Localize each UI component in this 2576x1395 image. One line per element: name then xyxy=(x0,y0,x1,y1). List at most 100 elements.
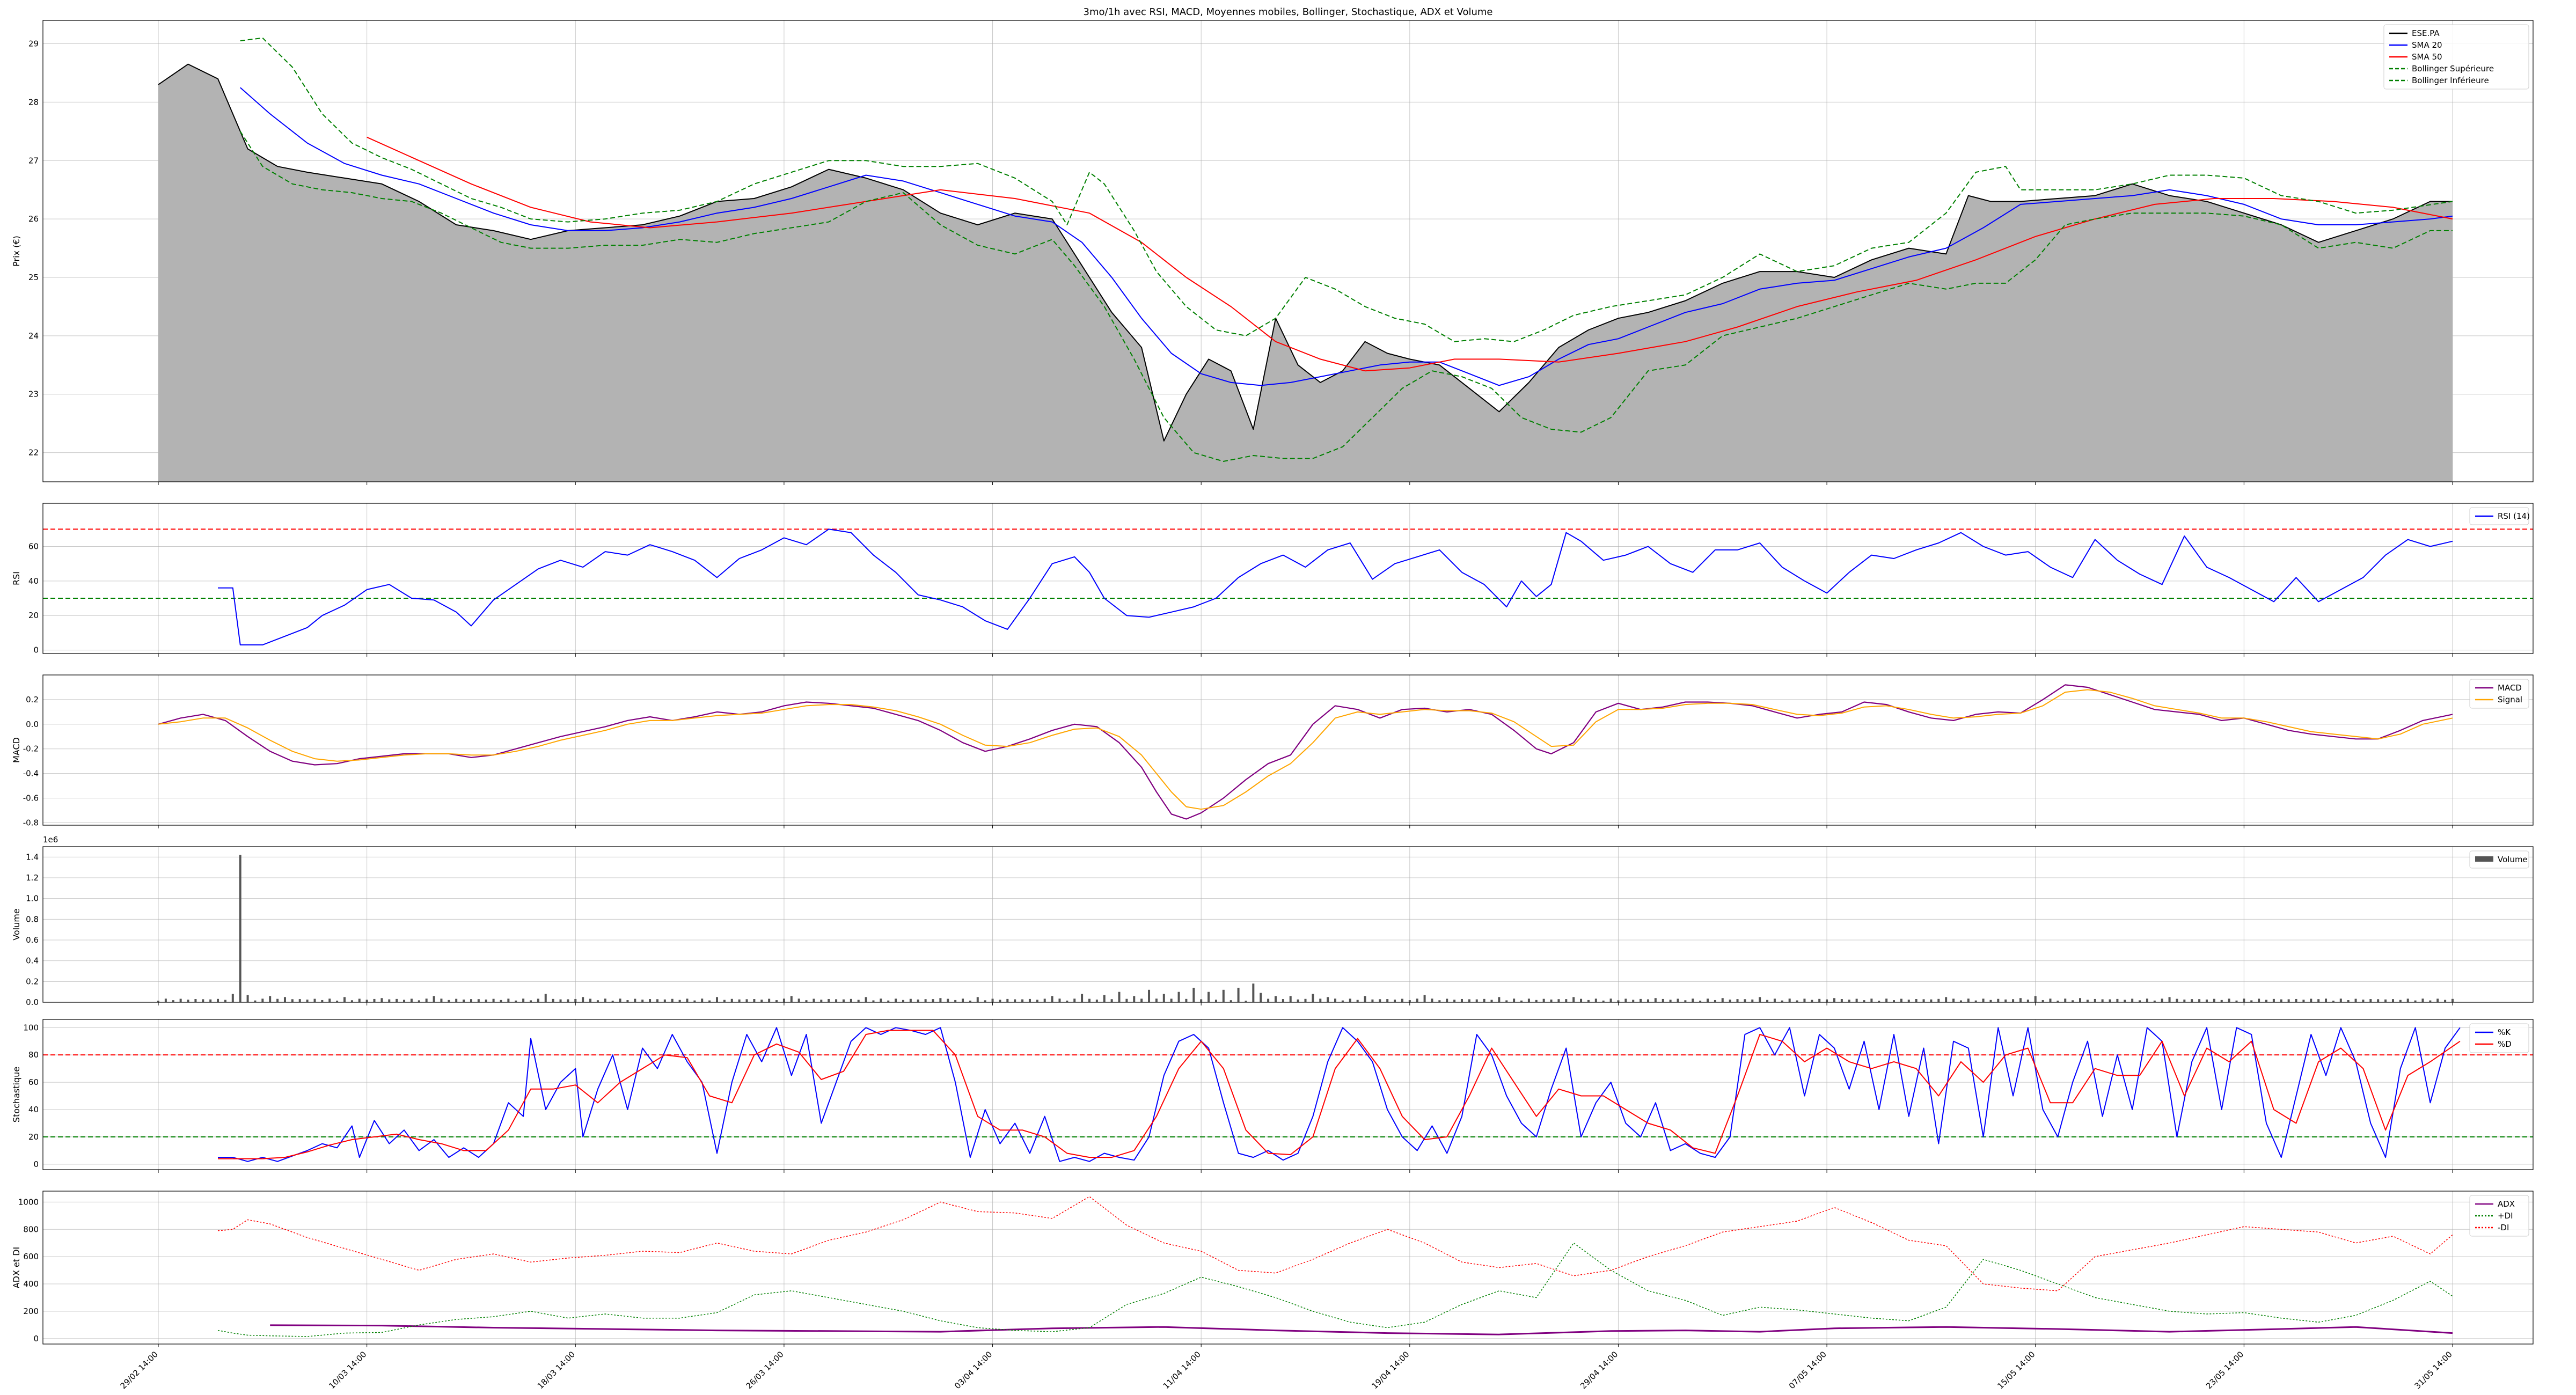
series-signal xyxy=(158,689,2453,810)
y-tick-label: 0.0 xyxy=(26,997,39,1007)
volume-bar xyxy=(604,998,606,1002)
volume-bar xyxy=(358,998,361,1002)
volume-bar xyxy=(1028,998,1031,1002)
volume-bar xyxy=(1840,999,1843,1002)
volume-bar xyxy=(350,1000,353,1002)
y-exponent-label: 1e6 xyxy=(43,835,58,845)
y-axis-label: ADX et DI xyxy=(11,1247,21,1289)
y-tick-label: 400 xyxy=(23,1279,39,1289)
volume-bar xyxy=(857,1000,860,1002)
y-tick-label: 24 xyxy=(28,331,39,341)
volume-bar xyxy=(2176,998,2178,1002)
volume-bar xyxy=(902,1000,904,1002)
volume-bar xyxy=(1796,1000,1798,1002)
volume-bar xyxy=(1952,998,1955,1002)
series-di xyxy=(217,1196,2453,1291)
volume-bar xyxy=(2399,1000,2402,1002)
y-tick-label: 0.8 xyxy=(26,914,39,924)
legend: Volume xyxy=(2469,850,2529,869)
volume-bar xyxy=(1788,998,1791,1002)
volume-bar xyxy=(1855,998,1858,1002)
volume-bar xyxy=(1870,998,1873,1002)
volume-bar xyxy=(1513,998,1516,1002)
volume-bar xyxy=(872,1000,875,1002)
plot-area xyxy=(158,37,2453,482)
volume-bar xyxy=(2101,999,2104,1002)
volume-bar xyxy=(1930,999,1933,1002)
panel-6: 0 200 400 600 800 1000 ADX et DI ADX +DI -DI xyxy=(11,1191,2534,1347)
volume-bar xyxy=(1170,998,1173,1002)
y-tick-label: 40 xyxy=(28,576,39,586)
volume-bar xyxy=(1386,999,1389,1002)
volume-bar xyxy=(1125,998,1128,1002)
volume-bar xyxy=(537,998,539,1002)
volume-bar xyxy=(1423,995,1426,1002)
volume-bar xyxy=(380,998,383,1002)
legend: ESE.PA SMA 20 SMA 50 Bollinger Supérieure Bo… xyxy=(2383,24,2529,90)
chart-title: 3mo/1h avec RSI, MACD, Moyennes mobiles,… xyxy=(1084,6,1493,18)
volume-bar xyxy=(1893,1000,1896,1002)
volume-bar xyxy=(805,1000,808,1002)
volume-bar xyxy=(1208,992,1210,1002)
volume-bar xyxy=(2034,996,2037,1002)
volume-bar xyxy=(1959,1000,1962,1002)
axes-frame xyxy=(42,503,2534,654)
volume-bar xyxy=(2116,998,2119,1002)
volume-bar xyxy=(2310,998,2312,1002)
volume-bar xyxy=(895,998,897,1002)
x-tick-label: 31/05 14:00 xyxy=(2413,1349,2454,1391)
volume-bar xyxy=(463,999,465,1002)
axes-frame xyxy=(42,674,2534,826)
y-tick-label: 1.0 xyxy=(26,894,39,904)
y-tick-label: 200 xyxy=(23,1306,39,1316)
volume-bar xyxy=(440,998,443,1002)
volume-bar xyxy=(1550,999,1553,1002)
volume-bar xyxy=(686,998,689,1002)
legend-label: -DI xyxy=(2498,1223,2509,1232)
volume-bar xyxy=(2183,999,2186,1002)
volume-bar xyxy=(850,998,852,1002)
volume-bar xyxy=(2131,998,2134,1002)
volume-bar xyxy=(1967,998,1970,1002)
volume-bar xyxy=(596,1000,599,1002)
legend-box xyxy=(2469,507,2529,525)
legend: RSI (14) xyxy=(2469,507,2530,525)
volume-bar xyxy=(433,996,435,1002)
volume-bar xyxy=(2205,999,2208,1002)
series-sma-50 xyxy=(367,136,2453,372)
volume-bar xyxy=(2287,999,2290,1002)
volume-bar xyxy=(991,998,994,1002)
volume-bar xyxy=(656,999,658,1002)
volume-bar xyxy=(2109,999,2111,1002)
volume-bar xyxy=(701,998,704,1002)
volume-bar xyxy=(1535,1000,1538,1002)
panel-4: 0.0 0.2 0.4 0.6 0.8 1.0 1.2 1.4 Volume 1e6 Volume xyxy=(11,835,2534,1007)
volume-bar xyxy=(224,1000,226,1002)
volume-bar xyxy=(671,998,674,1002)
legend-label: Signal xyxy=(2498,695,2522,704)
volume-bar xyxy=(932,999,934,1002)
volume-bar xyxy=(559,999,562,1002)
volume-bar xyxy=(715,997,718,1002)
volume-bar xyxy=(745,999,748,1002)
volume-bar xyxy=(1334,998,1337,1002)
y-tick-label: 26 xyxy=(28,214,39,224)
volume-bar xyxy=(1662,998,1664,1002)
volume-bar xyxy=(1475,999,1478,1002)
series-sma-20 xyxy=(240,87,2453,386)
legend-label: SMA 20 xyxy=(2412,40,2442,50)
volume-bar xyxy=(1297,999,1299,1002)
x-tick-label: 03/04 14:00 xyxy=(953,1349,994,1391)
volume-bar xyxy=(1036,1000,1038,1002)
plot-area xyxy=(43,1027,2533,1162)
volume-bar xyxy=(1677,998,1679,1002)
volume-bar xyxy=(2332,1000,2334,1002)
volume-bar xyxy=(2250,1000,2253,1002)
volume-bar xyxy=(410,998,413,1002)
volume-bar xyxy=(1118,992,1121,1002)
volume-bar xyxy=(2198,999,2201,1002)
series-adx xyxy=(270,1324,2453,1335)
volume-bar xyxy=(2317,999,2320,1002)
volume-bar xyxy=(2347,1000,2350,1002)
volume-bar xyxy=(1699,1000,1702,1002)
